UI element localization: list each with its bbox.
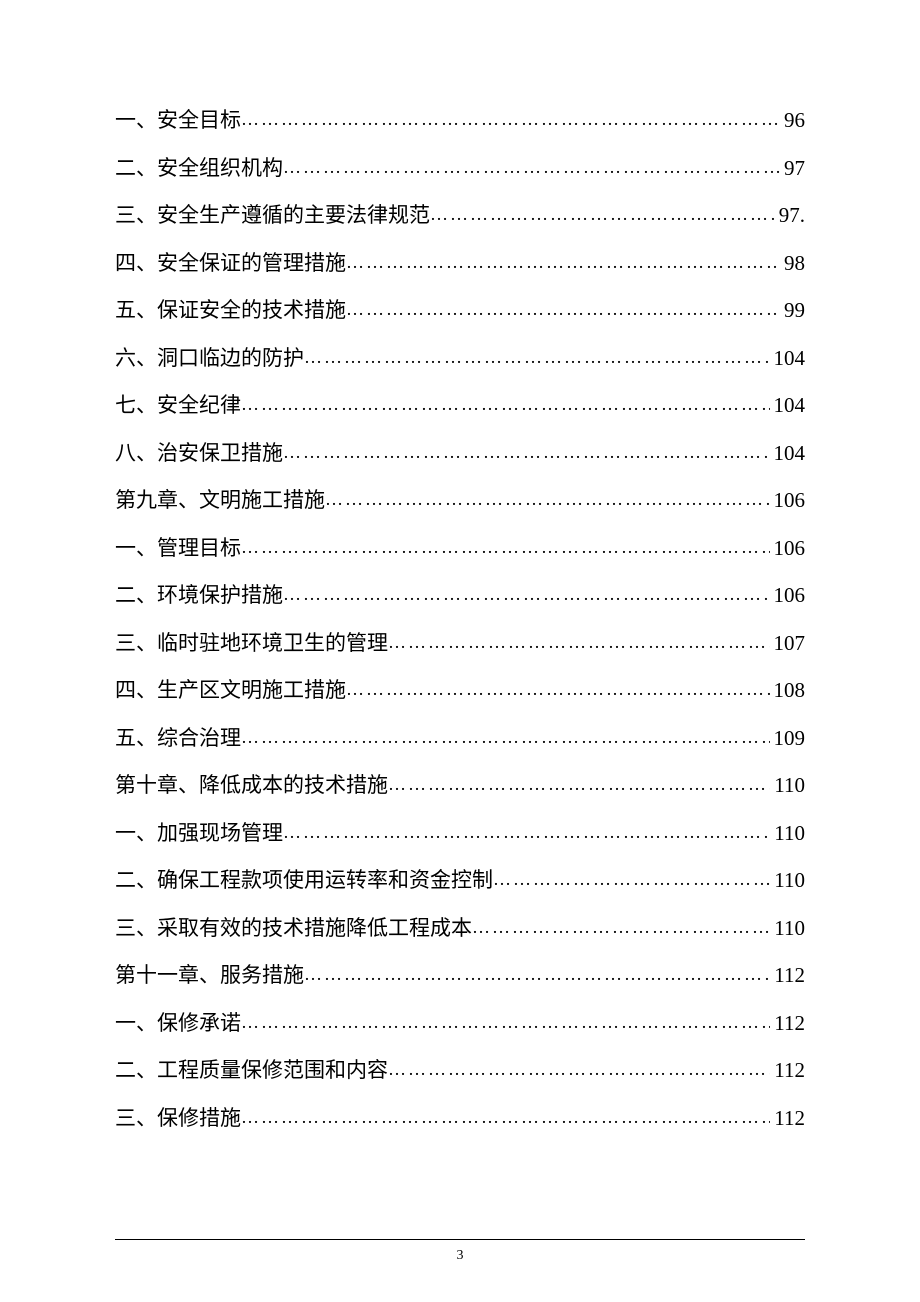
toc-entry: 四、生产区文明施工措施 …………………………………………………………………………… (115, 680, 805, 701)
toc-page: 110 (770, 918, 805, 939)
toc-leader: ……………………………………………………………………………… (283, 585, 770, 603)
toc-page: 112 (770, 1013, 805, 1034)
toc-leader: ……………………………………………………………………………… (346, 680, 770, 698)
toc-leader: ……………………………………………………………………………… (241, 110, 780, 128)
toc-entry: 一、管理目标 ……………………………………………………………………………… 10… (115, 538, 805, 559)
toc-entry: 一、加强现场管理 ……………………………………………………………………………… … (115, 823, 805, 844)
toc-leader: ……………………………………………………………………………… (472, 918, 770, 936)
toc-label: 四、生产区文明施工措施 (115, 680, 346, 701)
toc-page: 110 (770, 870, 805, 891)
toc-page: 106 (770, 585, 806, 606)
toc-page: 98 (780, 253, 805, 274)
toc-leader: ……………………………………………………………………………… (241, 728, 770, 746)
toc-label: 三、安全生产遵循的主要法律规范 (115, 205, 430, 226)
toc-entry: 三、临时驻地环境卫生的管理 ……………………………………………………………………… (115, 633, 805, 654)
toc-label: 三、采取有效的技术措施降低工程成本 (115, 918, 472, 939)
toc-label: 七、安全纪律 (115, 395, 241, 416)
toc-label: 一、保修承诺 (115, 1013, 241, 1034)
toc-container: 一、安全目标 ……………………………………………………………………………… 96… (0, 0, 920, 1129)
toc-label: 五、综合治理 (115, 728, 241, 749)
toc-label: 第十一章、服务措施 (115, 965, 304, 986)
toc-leader: ……………………………………………………………………………… (283, 158, 780, 176)
toc-entry: 四、安全保证的管理措施 …………………………………………………………………………… (115, 253, 805, 274)
toc-leader: ……………………………………………………………………………… (493, 870, 770, 888)
toc-leader: ……………………………………………………………………………… (346, 300, 780, 318)
toc-label: 四、安全保证的管理措施 (115, 253, 346, 274)
toc-label: 二、确保工程款项使用运转率和资金控制 (115, 870, 493, 891)
toc-label: 二、工程质量保修范围和内容 (115, 1060, 388, 1081)
toc-suffix: . (800, 205, 805, 226)
toc-entry: 一、安全目标 ……………………………………………………………………………… 96 (115, 110, 805, 131)
toc-page: 108 (770, 680, 806, 701)
toc-leader: ……………………………………………………………………………… (283, 443, 770, 461)
toc-entry: 第九章、文明施工措施 ……………………………………………………………………………… (115, 490, 805, 511)
toc-page: 112 (770, 965, 805, 986)
toc-entry: 五、综合治理 ……………………………………………………………………………… 10… (115, 728, 805, 749)
toc-leader: ……………………………………………………………………………… (304, 965, 770, 983)
toc-page: 104 (770, 348, 806, 369)
toc-leader: ……………………………………………………………………………… (241, 1013, 770, 1031)
toc-label: 八、治安保卫措施 (115, 443, 283, 464)
toc-leader: ……………………………………………………………………………… (241, 538, 770, 556)
toc-leader: ……………………………………………………………………………… (388, 775, 770, 793)
toc-leader: ……………………………………………………………………………… (241, 395, 770, 413)
toc-label: 第十章、降低成本的技术措施 (115, 775, 388, 796)
toc-page: 110 (770, 823, 805, 844)
toc-page: 107 (770, 633, 806, 654)
toc-label: 二、环境保护措施 (115, 585, 283, 606)
toc-leader: ……………………………………………………………………………… (304, 348, 770, 366)
toc-leader: ……………………………………………………………………………… (283, 823, 770, 841)
toc-entry: 二、安全组织机构 ……………………………………………………………………………… … (115, 158, 805, 179)
toc-leader: ……………………………………………………………………………… (430, 205, 775, 223)
toc-entry: 二、确保工程款项使用运转率和资金控制 ………………………………………………………… (115, 870, 805, 891)
toc-page: 109 (770, 728, 806, 749)
toc-entry: 二、工程质量保修范围和内容 ……………………………………………………………………… (115, 1060, 805, 1081)
toc-label: 第九章、文明施工措施 (115, 490, 325, 511)
toc-entry: 三、采取有效的技术措施降低工程成本 …………………………………………………………… (115, 918, 805, 939)
toc-leader: ……………………………………………………………………………… (241, 1108, 770, 1126)
toc-entry: 一、保修承诺 ……………………………………………………………………………… 11… (115, 1013, 805, 1034)
toc-page: 96 (780, 110, 805, 131)
toc-page: 97 (775, 205, 800, 226)
toc-label: 三、临时驻地环境卫生的管理 (115, 633, 388, 654)
toc-label: 二、安全组织机构 (115, 158, 283, 179)
toc-leader: ……………………………………………………………………………… (388, 633, 770, 651)
toc-entry: 五、保证安全的技术措施 …………………………………………………………………………… (115, 300, 805, 321)
toc-entry: 三、安全生产遵循的主要法律规范 ………………………………………………………………… (115, 205, 805, 226)
toc-label: 一、管理目标 (115, 538, 241, 559)
toc-label: 三、保修措施 (115, 1108, 241, 1129)
toc-page: 104 (770, 395, 806, 416)
toc-page: 106 (770, 490, 806, 511)
toc-entry: 二、环境保护措施 ……………………………………………………………………………… … (115, 585, 805, 606)
page-number: 3 (0, 1248, 920, 1264)
toc-label: 六、洞口临边的防护 (115, 348, 304, 369)
toc-page: 104 (770, 443, 806, 464)
toc-entry: 第十章、降低成本的技术措施 ……………………………………………………………………… (115, 775, 805, 796)
toc-leader: ……………………………………………………………………………… (346, 253, 780, 271)
toc-label: 一、安全目标 (115, 110, 241, 131)
toc-leader: ……………………………………………………………………………… (325, 490, 770, 508)
toc-entry: 七、安全纪律 ……………………………………………………………………………… 10… (115, 395, 805, 416)
footer-divider (115, 1239, 805, 1240)
toc-page: 97 (780, 158, 805, 179)
toc-entry: 八、治安保卫措施 ……………………………………………………………………………… … (115, 443, 805, 464)
toc-label: 五、保证安全的技术措施 (115, 300, 346, 321)
toc-label: 一、加强现场管理 (115, 823, 283, 844)
toc-page: 99 (780, 300, 805, 321)
toc-page: 110 (770, 775, 805, 796)
toc-entry: 三、保修措施 ……………………………………………………………………………… 11… (115, 1108, 805, 1129)
toc-page: 112 (770, 1060, 805, 1081)
toc-entry: 六、洞口临边的防护 ………………………………………………………………………………… (115, 348, 805, 369)
toc-entry: 第十一章、服务措施 ………………………………………………………………………………… (115, 965, 805, 986)
toc-leader: ……………………………………………………………………………… (388, 1060, 770, 1078)
toc-page: 112 (770, 1108, 805, 1129)
toc-page: 106 (770, 538, 806, 559)
